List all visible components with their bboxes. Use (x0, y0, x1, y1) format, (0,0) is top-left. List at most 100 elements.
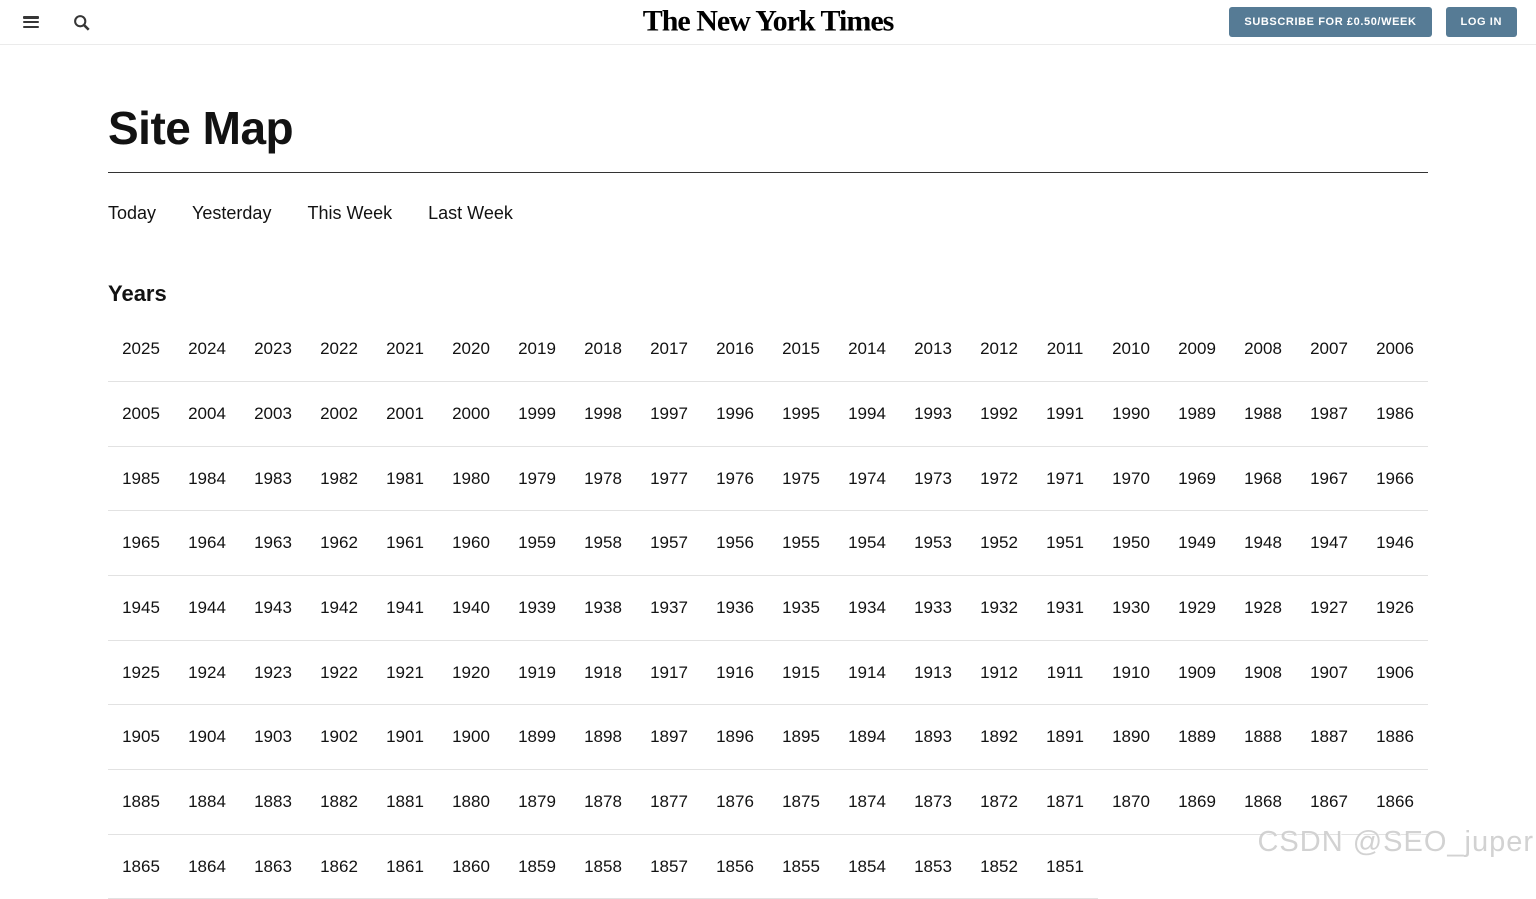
year-link-1974[interactable]: 1974 (834, 447, 900, 512)
quick-nav-link-last-week[interactable]: Last Week (428, 202, 513, 223)
year-link-1987[interactable]: 1987 (1296, 382, 1362, 447)
year-link-1854[interactable]: 1854 (834, 835, 900, 899)
year-link-1998[interactable]: 1998 (570, 382, 636, 447)
year-link-1997[interactable]: 1997 (636, 382, 702, 447)
year-link-1855[interactable]: 1855 (768, 835, 834, 899)
year-link-1995[interactable]: 1995 (768, 382, 834, 447)
year-link-1964[interactable]: 1964 (174, 511, 240, 577)
year-link-2018[interactable]: 2018 (570, 317, 636, 382)
year-link-1932[interactable]: 1932 (966, 576, 1032, 641)
year-link-1871[interactable]: 1871 (1032, 770, 1098, 835)
year-link-1948[interactable]: 1948 (1230, 511, 1296, 577)
year-link-1952[interactable]: 1952 (966, 511, 1032, 577)
year-link-1925[interactable]: 1925 (108, 641, 174, 706)
year-link-1880[interactable]: 1880 (438, 770, 504, 835)
year-link-2015[interactable]: 2015 (768, 317, 834, 382)
year-link-1954[interactable]: 1954 (834, 511, 900, 577)
year-link-1986[interactable]: 1986 (1362, 382, 1428, 447)
year-link-1904[interactable]: 1904 (174, 705, 240, 771)
year-link-1936[interactable]: 1936 (702, 576, 768, 641)
year-link-1867[interactable]: 1867 (1296, 770, 1362, 835)
year-link-1862[interactable]: 1862 (306, 835, 372, 899)
year-link-2024[interactable]: 2024 (174, 317, 240, 382)
year-link-1857[interactable]: 1857 (636, 835, 702, 899)
year-link-1877[interactable]: 1877 (636, 770, 702, 835)
year-link-1949[interactable]: 1949 (1164, 511, 1230, 577)
year-link-2005[interactable]: 2005 (108, 382, 174, 447)
year-link-1918[interactable]: 1918 (570, 641, 636, 706)
year-link-1973[interactable]: 1973 (900, 447, 966, 512)
year-link-1950[interactable]: 1950 (1098, 511, 1164, 577)
year-link-2017[interactable]: 2017 (636, 317, 702, 382)
year-link-1971[interactable]: 1971 (1032, 447, 1098, 512)
year-link-1991[interactable]: 1991 (1032, 382, 1098, 447)
year-link-2023[interactable]: 2023 (240, 317, 306, 382)
year-link-1868[interactable]: 1868 (1230, 770, 1296, 835)
year-link-1890[interactable]: 1890 (1098, 705, 1164, 771)
year-link-1994[interactable]: 1994 (834, 382, 900, 447)
year-link-1851[interactable]: 1851 (1032, 835, 1098, 899)
year-link-2013[interactable]: 2013 (900, 317, 966, 382)
year-link-1933[interactable]: 1933 (900, 576, 966, 641)
year-link-1896[interactable]: 1896 (702, 705, 768, 771)
year-link-1965[interactable]: 1965 (108, 511, 174, 577)
year-link-1916[interactable]: 1916 (702, 641, 768, 706)
search-button[interactable] (72, 13, 90, 31)
year-link-1982[interactable]: 1982 (306, 447, 372, 512)
year-link-1910[interactable]: 1910 (1098, 641, 1164, 706)
year-link-1928[interactable]: 1928 (1230, 576, 1296, 641)
year-link-1944[interactable]: 1944 (174, 576, 240, 641)
year-link-2011[interactable]: 2011 (1032, 317, 1098, 382)
year-link-1989[interactable]: 1989 (1164, 382, 1230, 447)
year-link-1902[interactable]: 1902 (306, 705, 372, 771)
year-link-1938[interactable]: 1938 (570, 576, 636, 641)
year-link-1900[interactable]: 1900 (438, 705, 504, 771)
year-link-1905[interactable]: 1905 (108, 705, 174, 771)
subscribe-button[interactable]: SUBSCRIBE FOR £0.50/WEEK (1229, 7, 1432, 37)
year-link-1972[interactable]: 1972 (966, 447, 1032, 512)
year-link-1914[interactable]: 1914 (834, 641, 900, 706)
year-link-1939[interactable]: 1939 (504, 576, 570, 641)
year-link-1983[interactable]: 1983 (240, 447, 306, 512)
year-link-1875[interactable]: 1875 (768, 770, 834, 835)
year-link-1992[interactable]: 1992 (966, 382, 1032, 447)
year-link-1930[interactable]: 1930 (1098, 576, 1164, 641)
year-link-2021[interactable]: 2021 (372, 317, 438, 382)
year-link-2002[interactable]: 2002 (306, 382, 372, 447)
year-link-1981[interactable]: 1981 (372, 447, 438, 512)
login-button[interactable]: LOG IN (1445, 7, 1517, 37)
year-link-1924[interactable]: 1924 (174, 641, 240, 706)
year-link-2004[interactable]: 2004 (174, 382, 240, 447)
year-link-1967[interactable]: 1967 (1296, 447, 1362, 512)
quick-nav-link-today[interactable]: Today (108, 202, 157, 223)
quick-nav-link-this-week[interactable]: This Week (307, 202, 393, 223)
year-link-1985[interactable]: 1985 (108, 447, 174, 512)
year-link-1909[interactable]: 1909 (1164, 641, 1230, 706)
year-link-1977[interactable]: 1977 (636, 447, 702, 512)
year-link-1895[interactable]: 1895 (768, 705, 834, 771)
year-link-1886[interactable]: 1886 (1362, 705, 1428, 771)
year-link-1963[interactable]: 1963 (240, 511, 306, 577)
year-link-2022[interactable]: 2022 (306, 317, 372, 382)
year-link-1979[interactable]: 1979 (504, 447, 570, 512)
year-link-1947[interactable]: 1947 (1296, 511, 1362, 577)
year-link-1940[interactable]: 1940 (438, 576, 504, 641)
quick-nav-link-yesterday[interactable]: Yesterday (192, 202, 272, 223)
year-link-1960[interactable]: 1960 (438, 511, 504, 577)
year-link-2000[interactable]: 2000 (438, 382, 504, 447)
year-link-1852[interactable]: 1852 (966, 835, 1032, 899)
year-link-1891[interactable]: 1891 (1032, 705, 1098, 771)
year-link-1853[interactable]: 1853 (900, 835, 966, 899)
year-link-1929[interactable]: 1929 (1164, 576, 1230, 641)
year-link-2001[interactable]: 2001 (372, 382, 438, 447)
year-link-1996[interactable]: 1996 (702, 382, 768, 447)
year-link-1858[interactable]: 1858 (570, 835, 636, 899)
year-link-1921[interactable]: 1921 (372, 641, 438, 706)
year-link-1899[interactable]: 1899 (504, 705, 570, 771)
year-link-1901[interactable]: 1901 (372, 705, 438, 771)
year-link-1927[interactable]: 1927 (1296, 576, 1362, 641)
year-link-2014[interactable]: 2014 (834, 317, 900, 382)
year-link-2020[interactable]: 2020 (438, 317, 504, 382)
year-link-1941[interactable]: 1941 (372, 576, 438, 641)
nyt-logo[interactable]: The New York Times (642, 4, 895, 38)
